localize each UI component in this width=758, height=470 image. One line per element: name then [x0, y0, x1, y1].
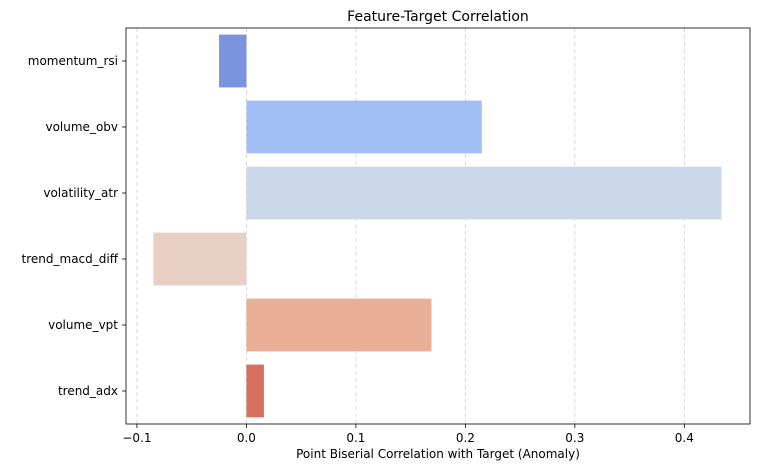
y-tick-label: volatility_atr	[43, 186, 118, 200]
bars	[153, 34, 722, 418]
grid	[136, 28, 685, 424]
bar-trend_adx	[246, 364, 264, 418]
y-tick-label: trend_adx	[58, 384, 118, 398]
plot-frame	[125, 27, 751, 425]
bar-momentum_rsi	[219, 34, 247, 88]
y-axis: momentum_rsi volume_obv volatility_atrtren…	[22, 54, 126, 398]
x-tick-label: 0.4	[675, 431, 694, 445]
chart-title: Feature-Target Correlation	[347, 9, 529, 25]
x-axis: −0.1 0.0 0.1 0.2 0.3 0.4	[122, 424, 694, 445]
y-tick-label: momentum_rsi	[28, 54, 118, 68]
x-tick-label: 0.2	[456, 431, 475, 445]
y-tick-label: trend_macd_diff	[22, 252, 119, 266]
bar-volatility_atr	[246, 166, 722, 220]
bar-volume_obv	[246, 100, 482, 154]
bar-trend_macd_diff	[153, 232, 247, 286]
x-tick-label: 0.1	[346, 431, 365, 445]
x-axis-title: Point Biserial Correlation with Target (…	[296, 447, 580, 461]
x-tick-label: 0.3	[565, 431, 584, 445]
y-tick-label: volume_vpt	[48, 318, 118, 332]
x-tick-label: −0.1	[122, 431, 151, 445]
y-tick-label: volume_obv	[45, 120, 118, 134]
bar-volume_vpt	[246, 298, 432, 352]
x-tick-label: 0.0	[237, 431, 256, 445]
